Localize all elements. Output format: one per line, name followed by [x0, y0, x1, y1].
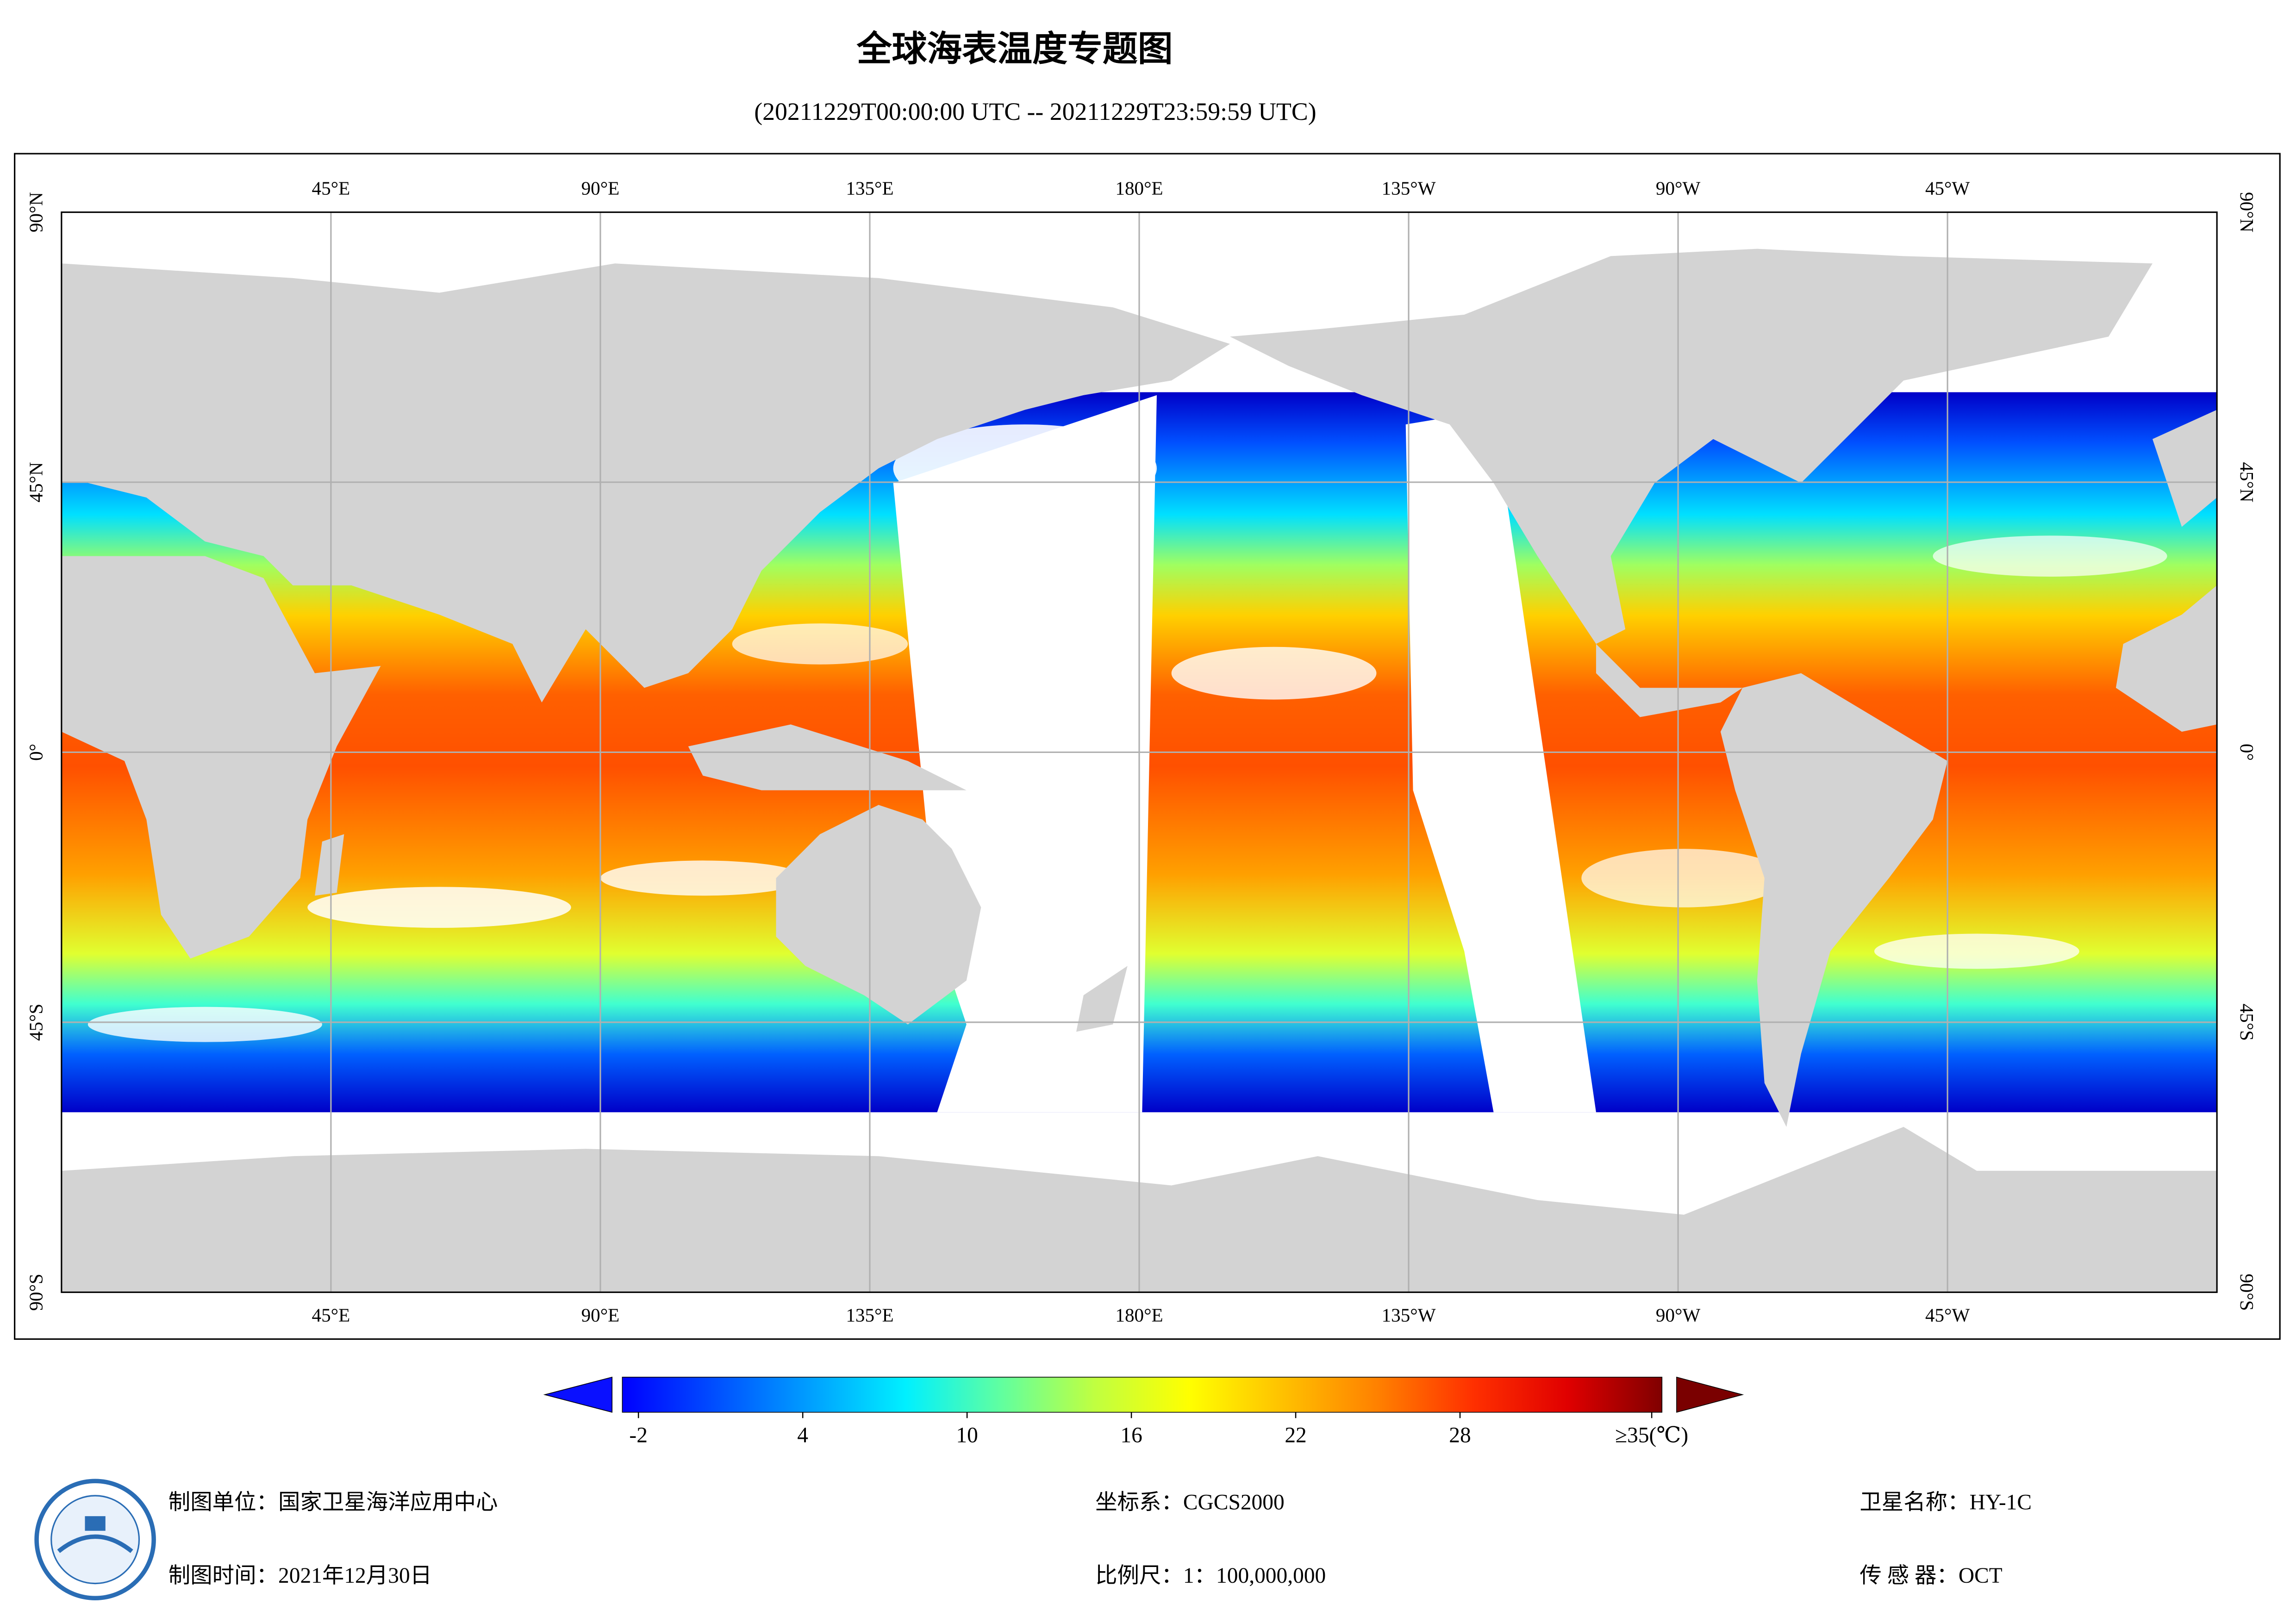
lon-label: 45°E — [312, 178, 350, 199]
colorbar-tick-label: 4 — [797, 1423, 808, 1447]
crs: 坐标系：CGCS2000 — [1095, 1491, 1285, 1515]
sensor: 传 感 器：OCT — [1859, 1564, 2002, 1588]
lon-label: 135°W — [1382, 1305, 1436, 1326]
lat-label: 45°N — [2236, 462, 2258, 502]
date: 制图时间：2021年12月30日 — [168, 1564, 432, 1588]
lat-label: 0° — [2236, 744, 2258, 761]
lat-label: 90°S — [25, 1274, 47, 1311]
title: 全球海表温度专题图 — [856, 29, 1173, 69]
graticule — [61, 212, 2217, 1293]
lon-label: 90°W — [1656, 178, 1701, 199]
scale: 比例尺：1：100,000,000 — [1095, 1564, 1326, 1588]
logo — [34, 1479, 156, 1600]
lat-label: 90°N — [2236, 192, 2258, 232]
colorbar-tick-label: ≥35(℃) — [1615, 1423, 1688, 1447]
lat-label: 0° — [25, 744, 47, 761]
lat-label: 45°S — [25, 1004, 47, 1041]
axis-labels: 45°E 45°E 90°E 90°E 135°E 135°E 180°E 180°E 135°… — [25, 178, 2258, 1326]
lat-label: 90°S — [2236, 1274, 2258, 1311]
frame — [14, 153, 2281, 1340]
lon-label: 45°E — [312, 1305, 350, 1326]
colorbar-tick-label: -2 — [629, 1423, 648, 1447]
lon-label: 90°W — [1656, 1305, 1701, 1326]
colorbar-bar — [622, 1376, 1663, 1413]
colorbar-tick-label: 28 — [1449, 1423, 1471, 1447]
lon-label: 90°E — [581, 1305, 620, 1326]
colorbar: -2 4 10 16 22 28 ≥35(℃) — [543, 1376, 1744, 1447]
lat-label: 45°N — [25, 462, 47, 502]
lon-label: 45°W — [1925, 178, 1970, 199]
lon-label: 135°E — [846, 178, 893, 199]
colorbar-tick-label: 16 — [1120, 1423, 1142, 1447]
subtitle: (20211229T00:00:00 UTC -- 20211229T23:59… — [754, 98, 1316, 125]
lon-label: 180°E — [1115, 178, 1163, 199]
colorbar-under — [543, 1376, 613, 1413]
satellite: 卫星名称：HY-1C — [1859, 1491, 2032, 1515]
lon-label: 90°E — [581, 178, 620, 199]
producer: 制图单位：国家卫星海洋应用中心 — [168, 1491, 498, 1515]
map-border — [61, 211, 2218, 1293]
lon-label: 45°W — [1925, 1305, 1970, 1326]
colorbar-over — [1676, 1376, 1744, 1413]
colorbar-tick-label: 22 — [1285, 1423, 1306, 1447]
lon-label: 135°W — [1382, 178, 1436, 199]
lon-label: 135°E — [846, 1305, 893, 1326]
map-body — [61, 212, 2217, 1293]
lon-label: 180°E — [1115, 1305, 1163, 1326]
lat-label: 90°N — [25, 192, 47, 232]
lat-label: 45°S — [2236, 1004, 2258, 1041]
colorbar-tick-label: 10 — [956, 1423, 978, 1447]
